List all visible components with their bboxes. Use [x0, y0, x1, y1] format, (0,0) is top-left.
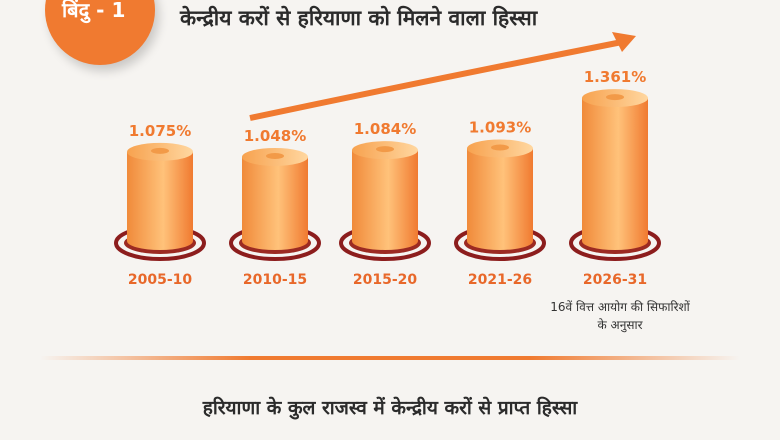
value-label: 1.093% — [469, 118, 531, 136]
trend-arrow-head — [612, 32, 636, 52]
category-label: 2010-15 — [243, 272, 307, 288]
value-label: 1.361% — [584, 68, 646, 86]
bar-2010-15: 1.048% 2010-15 — [229, 127, 321, 288]
category-label: 2021-26 — [468, 272, 532, 288]
value-label: 1.075% — [129, 122, 191, 140]
chart: 1.075%2005-101.048%2010-151.084%2015-201… — [114, 32, 661, 288]
cylinder-cap — [491, 144, 509, 151]
cylinder-cap — [606, 94, 624, 101]
footer-title: हरियाणा के कुल राजस्व में केन्द्रीय करों… — [202, 397, 578, 419]
category-label: 2015-20 — [353, 272, 418, 288]
category-label: 2005-10 — [128, 272, 193, 288]
category-label: 2026-31 — [583, 272, 647, 288]
divider — [40, 356, 740, 360]
cylinder-body — [242, 156, 308, 250]
footnote: 16वें वित्त आयोग की सिफारिशों के अनुसार — [550, 300, 690, 332]
value-label: 1.048% — [244, 127, 306, 145]
bar-2026-31: 1.361% 2026-31 — [569, 68, 661, 288]
bar-2015-20: 1.084% 2015-20 — [339, 120, 431, 288]
value-label: 1.084% — [354, 120, 416, 138]
cylinder-body — [582, 98, 648, 250]
bar-2005-10: 1.075% 2005-10 — [114, 122, 206, 288]
chart-title: केन्द्रीय करों से हरियाणा को मिलने वाला … — [180, 6, 538, 30]
bar-2021-26: 1.093% 2021-26 — [454, 118, 546, 288]
cylinder-cap — [266, 152, 284, 159]
cylinder-cap — [151, 147, 169, 154]
cylinder-cap — [376, 146, 394, 153]
trend-arrow — [249, 39, 623, 121]
cylinder-body — [127, 151, 193, 250]
cylinder-body — [352, 150, 418, 250]
cylinder-body — [467, 148, 533, 250]
badge-label: बिंदु - 1 — [62, 0, 126, 22]
